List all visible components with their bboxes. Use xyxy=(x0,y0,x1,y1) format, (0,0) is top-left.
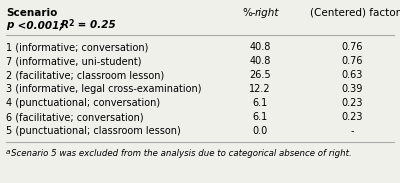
Text: p: p xyxy=(6,20,13,30)
Text: 0.76: 0.76 xyxy=(341,42,363,52)
Text: (Centered) factor weight: (Centered) factor weight xyxy=(310,8,400,18)
Text: 2 (facilitative; classroom lesson): 2 (facilitative; classroom lesson) xyxy=(6,70,164,80)
Text: a: a xyxy=(6,149,10,155)
Text: 6.1: 6.1 xyxy=(252,112,268,122)
Text: -: - xyxy=(350,126,354,136)
Text: 2: 2 xyxy=(68,19,73,28)
Text: 6.1: 6.1 xyxy=(252,98,268,108)
Text: 5 (punctuational; classroom lesson): 5 (punctuational; classroom lesson) xyxy=(6,126,181,136)
Text: 0.76: 0.76 xyxy=(341,56,363,66)
Text: <0.001;: <0.001; xyxy=(14,20,67,30)
Text: 0.23: 0.23 xyxy=(341,98,363,108)
Text: R: R xyxy=(61,20,69,30)
Text: 1 (informative; conversation): 1 (informative; conversation) xyxy=(6,42,148,52)
Text: 12.2: 12.2 xyxy=(249,84,271,94)
Text: = 0.25: = 0.25 xyxy=(74,20,116,30)
Text: 7 (informative, uni-student): 7 (informative, uni-student) xyxy=(6,56,142,66)
Text: 0.0: 0.0 xyxy=(252,126,268,136)
Text: %-: %- xyxy=(242,8,256,18)
Text: Scenario 5 was excluded from the analysis due to categorical absence of right.: Scenario 5 was excluded from the analysi… xyxy=(11,149,352,158)
Text: 6 (facilitative; conversation): 6 (facilitative; conversation) xyxy=(6,112,144,122)
Text: right: right xyxy=(255,8,280,18)
Text: 0.39: 0.39 xyxy=(341,84,363,94)
Text: 40.8: 40.8 xyxy=(249,42,271,52)
Text: 3 (informative, legal cross-examination): 3 (informative, legal cross-examination) xyxy=(6,84,202,94)
Text: 0.63: 0.63 xyxy=(341,70,363,80)
Text: 40.8: 40.8 xyxy=(249,56,271,66)
Text: Scenario: Scenario xyxy=(6,8,57,18)
Text: 0.23: 0.23 xyxy=(341,112,363,122)
Text: 26.5: 26.5 xyxy=(249,70,271,80)
Text: 4 (punctuational; conversation): 4 (punctuational; conversation) xyxy=(6,98,160,108)
